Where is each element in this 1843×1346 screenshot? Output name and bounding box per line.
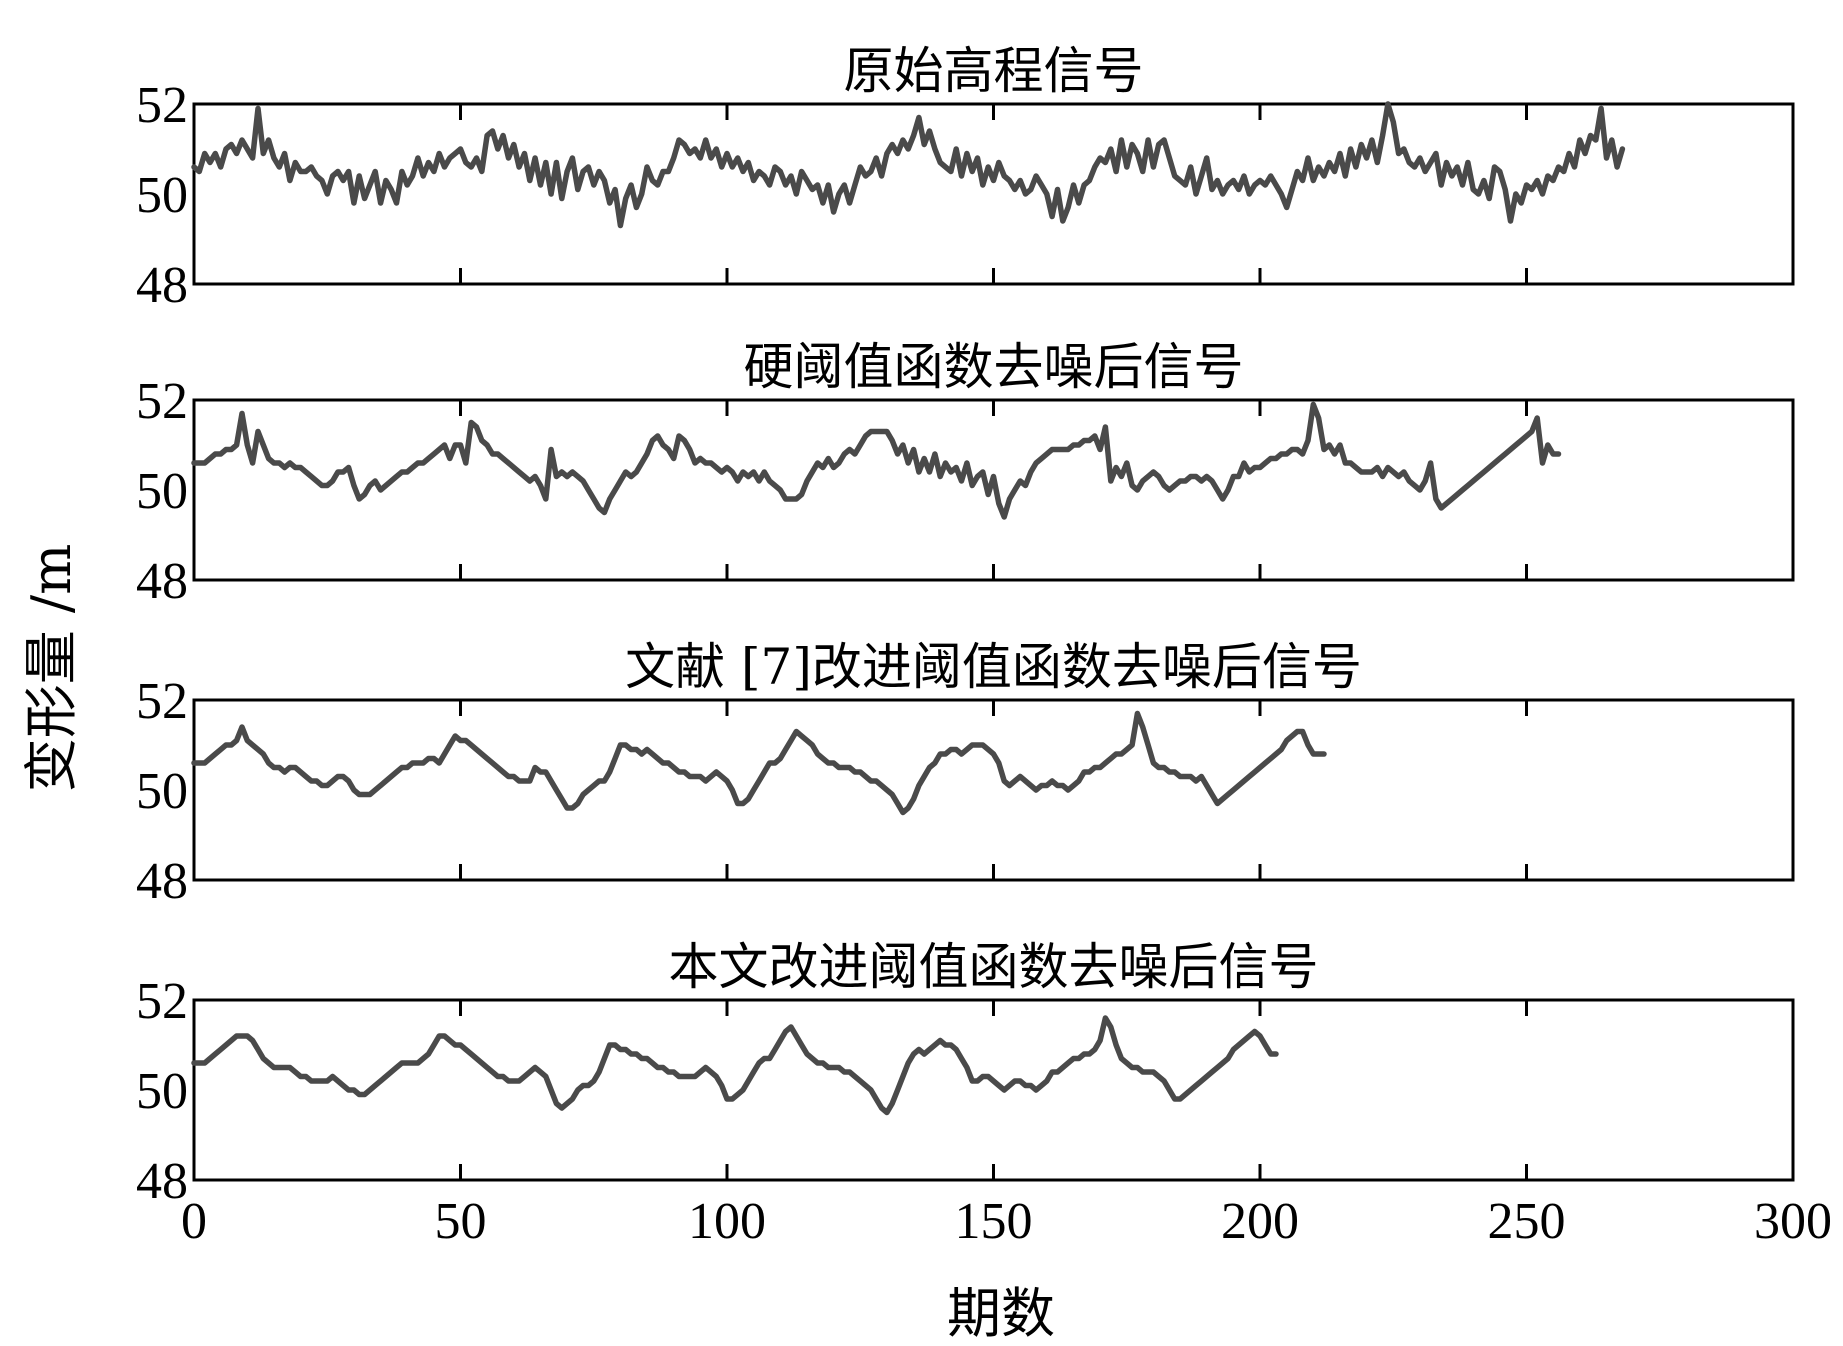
- subplot-title: 文献 [7]改进阈值函数去噪后信号: [625, 638, 1362, 696]
- x-tick-label: 150: [955, 1193, 1033, 1250]
- series-line: [191, 710, 1327, 816]
- x-tick-label: 250: [1488, 1193, 1566, 1250]
- plot-frame: [192, 998, 1795, 1182]
- x-tick-label: 0: [181, 1193, 207, 1250]
- y-tick-label: 48: [136, 257, 188, 314]
- y-axis-label: 变形量 /m: [20, 544, 83, 793]
- subplot-title: 硬阈值函数去噪后信号: [744, 338, 1244, 396]
- y-tick-label: 50: [136, 167, 188, 224]
- x-axis-label: 期数: [947, 1282, 1055, 1345]
- subplot-title: 本文改进阈值函数去噪后信号: [669, 938, 1319, 996]
- y-tick-label: 48: [136, 553, 188, 610]
- x-tick-label: 200: [1221, 1193, 1299, 1250]
- subplot-3: 文献 [7]改进阈值函数去噪后信号 48 50 52: [136, 638, 1795, 910]
- x-tick-label: 300: [1754, 1193, 1832, 1250]
- y-tick-label: 52: [136, 673, 188, 730]
- y-tick-label: 52: [136, 77, 188, 134]
- subplot-2: 硬阈值函数去噪后信号 48 50 52: [136, 338, 1795, 610]
- y-tick-label: 50: [136, 763, 188, 820]
- series-line: [191, 101, 1626, 229]
- subplot-1: 原始高程信号 48 50 52: [136, 42, 1795, 314]
- y-tick-label: 52: [136, 973, 188, 1030]
- subplot-title: 原始高程信号: [844, 42, 1144, 100]
- plot-frame: [192, 698, 1795, 882]
- series-line: [191, 401, 1562, 520]
- x-tick-label: 50: [435, 1193, 487, 1250]
- y-tick-label: 50: [136, 1063, 188, 1120]
- y-tick-label: 48: [136, 853, 188, 910]
- plot-frame: [192, 102, 1795, 286]
- y-tick-label: 52: [136, 373, 188, 430]
- subplot-4: 本文改进阈值函数去噪后信号 48 50 52 0 50 100 150 200 250 300: [136, 938, 1832, 1250]
- series-line: [191, 1015, 1279, 1116]
- x-tick-label: 100: [688, 1193, 766, 1250]
- y-tick-label: 48: [136, 1153, 188, 1210]
- y-tick-label: 50: [136, 463, 188, 520]
